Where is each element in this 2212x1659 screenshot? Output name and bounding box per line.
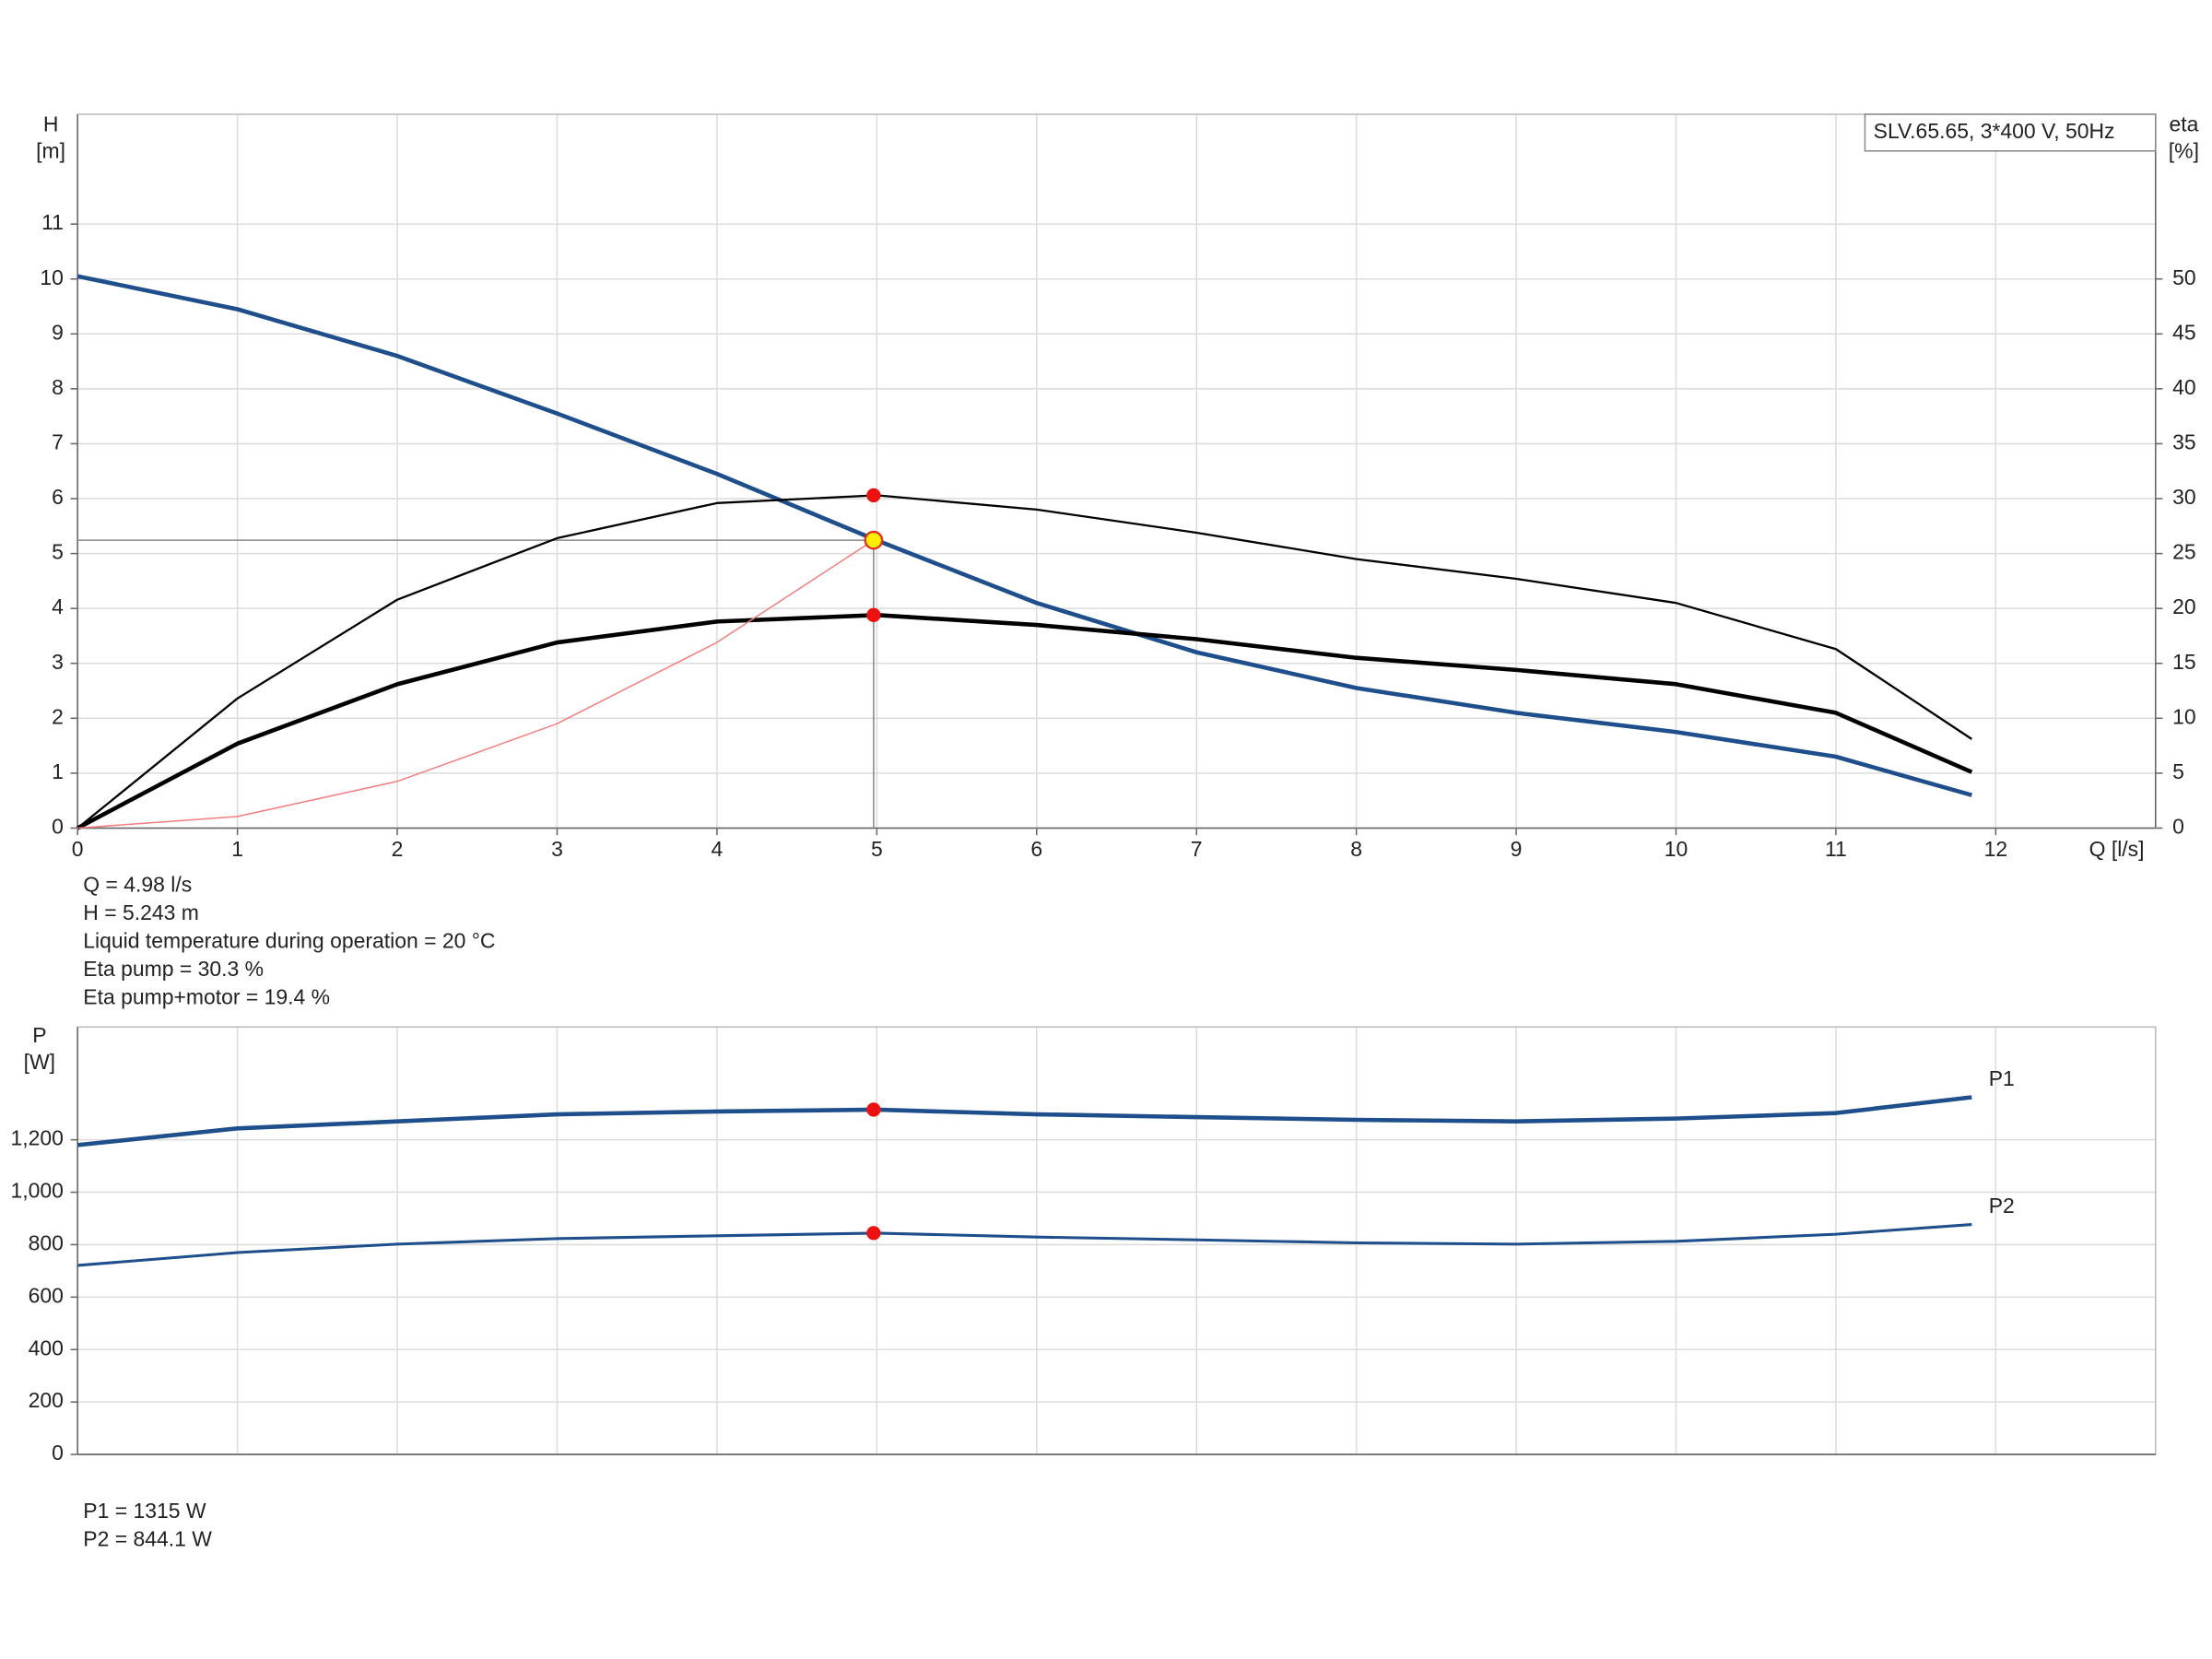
info-text: H = 5.243 m bbox=[83, 900, 199, 924]
curve bbox=[77, 539, 875, 830]
y2-tick-label: 40 bbox=[2172, 375, 2196, 399]
info-text: P2 = 844.1 W bbox=[83, 1526, 212, 1550]
x-axis-label: Q [l/s] bbox=[2089, 837, 2145, 861]
y-tick-label: 11 bbox=[41, 210, 64, 234]
info-text: Eta pump = 30.3 % bbox=[83, 957, 264, 981]
y2-tick-label: 35 bbox=[2172, 429, 2196, 453]
curve bbox=[76, 274, 1972, 797]
curve bbox=[77, 1223, 1972, 1267]
curve bbox=[76, 1095, 1972, 1147]
info-text: Eta pump+motor = 19.4 % bbox=[83, 985, 330, 1009]
operating-point bbox=[864, 530, 884, 550]
x-tick-label: 10 bbox=[1665, 837, 1688, 861]
y2-tick-label: 5 bbox=[2172, 759, 2184, 783]
info-text: Q = 4.98 l/s bbox=[83, 872, 192, 896]
x-tick-label: 6 bbox=[1030, 837, 1042, 861]
y-tick-label: 3 bbox=[52, 650, 64, 674]
y2-tick-label: 45 bbox=[2172, 320, 2196, 344]
y-tick-label: 800 bbox=[29, 1231, 64, 1255]
y-axis-label: H bbox=[43, 112, 59, 135]
x-tick-label: 8 bbox=[1350, 837, 1362, 861]
x-tick-label: 2 bbox=[392, 837, 404, 861]
legend-title: SLV.65.65, 3*400 V, 50Hz bbox=[1874, 119, 2115, 143]
x-tick-label: 11 bbox=[1825, 837, 1847, 861]
y-axis-label: [m] bbox=[36, 138, 65, 162]
x-tick-label: 5 bbox=[871, 837, 883, 861]
x-tick-label: 12 bbox=[1984, 837, 2008, 861]
series-label: P1 bbox=[1989, 1066, 2015, 1090]
y-tick-label: 0 bbox=[52, 815, 64, 839]
curve bbox=[76, 494, 1972, 830]
operating-point bbox=[866, 1226, 881, 1241]
x-tick-label: 7 bbox=[1191, 837, 1203, 861]
operating-point bbox=[866, 488, 881, 503]
y2-tick-label: 30 bbox=[2172, 485, 2196, 509]
y-tick-label: 10 bbox=[40, 265, 64, 289]
x-tick-label: 3 bbox=[551, 837, 563, 861]
x-tick-label: 0 bbox=[72, 837, 84, 861]
y2-tick-label: 15 bbox=[2172, 650, 2196, 674]
y-tick-label: 2 bbox=[52, 704, 64, 728]
y-axis-label: [W] bbox=[24, 1050, 55, 1074]
y-tick-label: 4 bbox=[52, 594, 64, 618]
info-text: Liquid temperature during operation = 20… bbox=[83, 929, 495, 953]
operating-point bbox=[866, 1102, 881, 1117]
y-tick-label: 1,000 bbox=[10, 1179, 63, 1203]
y-tick-label: 9 bbox=[52, 320, 64, 344]
y-tick-label: 8 bbox=[52, 375, 64, 399]
y-tick-label: 7 bbox=[52, 429, 64, 453]
info-text: P1 = 1315 W bbox=[83, 1499, 206, 1523]
operating-point bbox=[866, 607, 881, 622]
y2-tick-label: 50 bbox=[2172, 265, 2196, 289]
y2-axis-label: [%] bbox=[2169, 138, 2199, 162]
x-tick-label: 4 bbox=[712, 837, 724, 861]
x-tick-label: 9 bbox=[1511, 837, 1523, 861]
y-tick-label: 6 bbox=[52, 485, 64, 509]
curve bbox=[76, 613, 1973, 830]
y-tick-label: 1 bbox=[52, 759, 64, 783]
y-tick-label: 0 bbox=[52, 1441, 64, 1465]
y-tick-label: 5 bbox=[52, 540, 64, 564]
y-tick-label: 1,200 bbox=[10, 1126, 63, 1150]
y2-tick-label: 20 bbox=[2172, 594, 2196, 618]
legend-box bbox=[1864, 113, 2157, 152]
series-label: P2 bbox=[1989, 1194, 2015, 1218]
y2-tick-label: 0 bbox=[2172, 815, 2184, 839]
y-tick-label: 400 bbox=[29, 1335, 64, 1359]
y-tick-label: 600 bbox=[29, 1283, 64, 1307]
y-tick-label: 200 bbox=[29, 1388, 64, 1412]
y-axis-label: P bbox=[32, 1023, 46, 1047]
y2-tick-label: 25 bbox=[2172, 540, 2196, 564]
x-tick-label: 1 bbox=[231, 837, 243, 861]
y2-tick-label: 10 bbox=[2172, 704, 2196, 728]
y2-axis-label: eta bbox=[2169, 112, 2198, 135]
